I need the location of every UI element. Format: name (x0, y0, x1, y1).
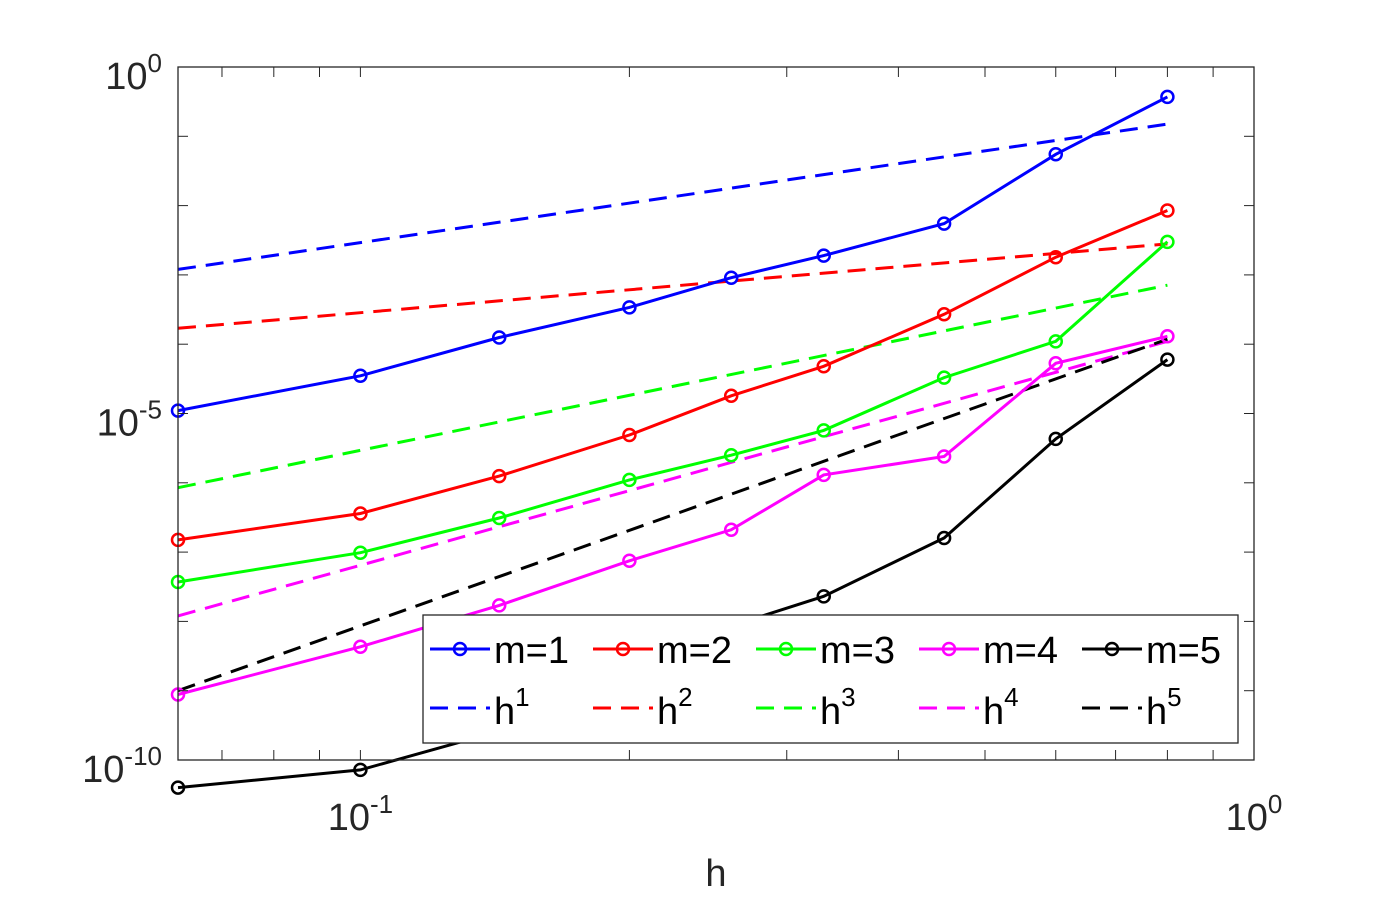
series-line-m2 (177, 209, 1168, 542)
legend-label-m4: m=4 (983, 630, 1058, 672)
data-point-m2 (353, 506, 368, 521)
data-point-m3 (723, 447, 739, 463)
legend-label-h2: h2 (657, 682, 693, 733)
x-tick-label: 10-1 (328, 789, 393, 839)
data-point-m5 (936, 530, 952, 546)
series-line-m1 (177, 95, 1169, 413)
data-point-m5 (1048, 431, 1064, 447)
data-point-m3 (491, 510, 507, 526)
x-tick-label: 100 (1226, 789, 1283, 839)
y-tick-label: 10-10 (82, 741, 162, 791)
data-point-m1 (622, 300, 637, 315)
data-point-m1 (353, 368, 368, 384)
data-point-m2 (622, 427, 637, 443)
data-point-m3 (1048, 334, 1064, 349)
data-point-m2 (723, 388, 739, 404)
legend-label-m3: m=3 (820, 630, 895, 672)
data-point-m2 (491, 468, 507, 484)
series-layer (170, 89, 1175, 795)
x-axis-title: h (705, 853, 726, 895)
reference-line-order-3 (177, 283, 1168, 490)
y-tick-label: 100 (105, 48, 162, 98)
legend-marker-m4 (941, 641, 957, 657)
data-point-m2 (1160, 203, 1175, 218)
legend-box (422, 614, 1239, 744)
data-point-m3 (1160, 234, 1175, 250)
data-point-m5 (1160, 352, 1175, 367)
data-point-m2 (936, 307, 952, 322)
legend-marker-m3 (778, 641, 794, 657)
data-point-m1 (936, 216, 952, 231)
reference-line-order-5 (177, 337, 1168, 693)
reference-line-order-4 (177, 339, 1168, 618)
data-point-m1 (816, 248, 831, 263)
data-point-m4 (816, 467, 831, 483)
legend-label-h3: h3 (820, 682, 856, 733)
data-point-m4 (622, 553, 637, 569)
data-point-m5 (170, 780, 186, 795)
data-point-m1 (1048, 147, 1064, 162)
legend-label-h5: h5 (1146, 682, 1182, 733)
data-point-m3 (936, 370, 952, 385)
data-point-m3 (622, 472, 637, 488)
data-point-m4 (936, 449, 952, 464)
series-line-m3 (177, 240, 1169, 584)
data-point-m2 (816, 359, 831, 374)
data-point-m3 (816, 423, 831, 438)
legend-label-m2: m=2 (657, 630, 732, 672)
data-point-m4 (1160, 329, 1175, 344)
legend-marker-m1 (452, 641, 468, 657)
label-layer: 10-1 100 10-10 10-5 100 (82, 48, 1282, 839)
data-point-m4 (491, 598, 507, 613)
y-tick-label: 10-5 (97, 395, 162, 445)
legend-marker-m5 (1104, 641, 1120, 657)
data-point-m5 (353, 762, 368, 778)
legend-label-m1: m=1 (494, 630, 569, 672)
data-point-m2 (1048, 249, 1064, 265)
data-point-m1 (723, 270, 739, 285)
legend: m=1 m=2 m=3 m=4 m=5 h1 h2 h3 h4 h5 (422, 614, 1239, 744)
data-point-m5 (816, 589, 831, 604)
data-point-m1 (491, 330, 507, 345)
reference-line-order-2 (177, 242, 1168, 330)
data-point-m4 (353, 639, 368, 655)
tick-layer (178, 66, 1254, 761)
data-point-m4 (1048, 356, 1064, 371)
legend-label-h4: h4 (983, 682, 1019, 733)
legend-label-m5: m=5 (1146, 630, 1221, 672)
legend-label-h1: h1 (494, 682, 530, 733)
series-line-m4 (177, 334, 1168, 696)
legend-marker-m2 (615, 641, 631, 657)
data-point-m1 (1160, 89, 1175, 105)
data-point-m3 (353, 545, 368, 560)
data-point-m4 (723, 522, 739, 538)
